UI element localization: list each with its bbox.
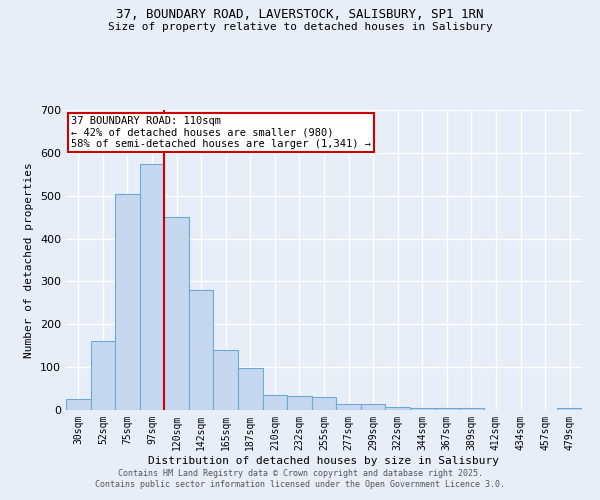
Text: Size of property relative to detached houses in Salisbury: Size of property relative to detached ho…: [107, 22, 493, 32]
Bar: [385, 408, 410, 410]
Bar: [410, 408, 434, 410]
Bar: [361, 404, 385, 410]
Bar: [164, 217, 189, 410]
Text: 37, BOUNDARY ROAD, LAVERSTOCK, SALISBURY, SP1 1RN: 37, BOUNDARY ROAD, LAVERSTOCK, SALISBURY…: [116, 8, 484, 20]
Bar: [238, 368, 263, 410]
Bar: [312, 397, 336, 410]
Bar: [91, 342, 115, 410]
Bar: [263, 395, 287, 410]
Bar: [459, 408, 484, 410]
Bar: [214, 350, 238, 410]
X-axis label: Distribution of detached houses by size in Salisbury: Distribution of detached houses by size …: [149, 456, 499, 466]
Text: Contains HM Land Registry data © Crown copyright and database right 2025.: Contains HM Land Registry data © Crown c…: [118, 468, 482, 477]
Bar: [434, 408, 459, 410]
Bar: [336, 404, 361, 410]
Y-axis label: Number of detached properties: Number of detached properties: [25, 162, 34, 358]
Text: 37 BOUNDARY ROAD: 110sqm
← 42% of detached houses are smaller (980)
58% of semi-: 37 BOUNDARY ROAD: 110sqm ← 42% of detach…: [71, 116, 371, 149]
Bar: [115, 194, 140, 410]
Bar: [140, 164, 164, 410]
Bar: [557, 408, 582, 410]
Text: Contains public sector information licensed under the Open Government Licence 3.: Contains public sector information licen…: [95, 480, 505, 489]
Bar: [189, 290, 214, 410]
Bar: [287, 396, 312, 410]
Bar: [66, 400, 91, 410]
